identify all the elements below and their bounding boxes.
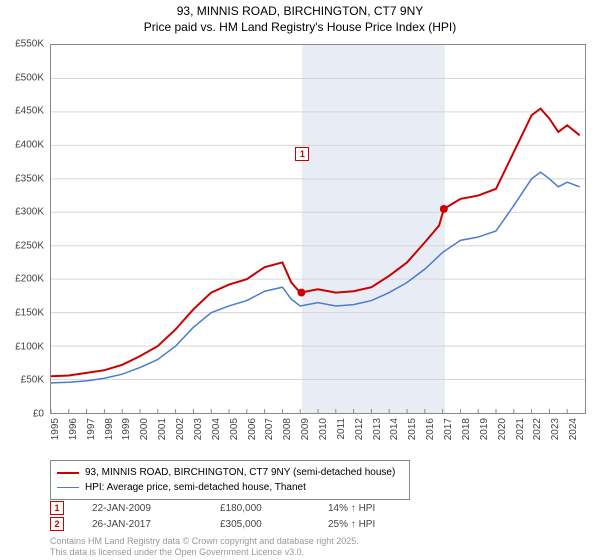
chart-container: 93, MINNIS ROAD, BIRCHINGTON, CT7 9NY Pr… [0,0,600,560]
x-tick-label: 2012 [354,418,365,440]
series-line [51,172,580,383]
x-tick-label: 2021 [515,418,526,440]
y-axis: £0£50K£100K£150K£200K£250K£300K£350K£400… [0,44,48,414]
marker-id-box: 2 [50,517,64,531]
x-tick-label: 2016 [425,418,436,440]
y-tick-label: £550K [15,39,44,50]
x-tick-label: 2008 [282,418,293,440]
x-tick-label: 1999 [121,418,132,440]
y-tick-label: £0 [33,409,44,420]
sale-marker-dot [297,289,305,297]
x-tick-label: 2018 [461,418,472,440]
legend-item: 93, MINNIS ROAD, BIRCHINGTON, CT7 9NY (s… [57,465,403,480]
y-tick-label: £450K [15,106,44,117]
sale-marker-dot [440,205,448,213]
y-tick-label: £300K [15,207,44,218]
x-tick-label: 2022 [532,418,543,440]
x-tick-label: 2023 [550,418,561,440]
y-tick-label: £500K [15,72,44,83]
y-tick-label: £150K [15,308,44,319]
x-tick-label: 2020 [497,418,508,440]
y-tick-label: £250K [15,240,44,251]
x-tick-label: 2003 [193,418,204,440]
y-tick-label: £350K [15,173,44,184]
legend-label: HPI: Average price, semi-detached house,… [85,480,306,495]
x-tick-label: 2002 [175,418,186,440]
x-tick-label: 2019 [479,418,490,440]
series-line [51,109,580,377]
legend-item: HPI: Average price, semi-detached house,… [57,480,403,495]
legend-swatch [57,487,79,488]
x-tick-label: 2009 [300,418,311,440]
marker-table-row: 2 26-JAN-2017 £305,000 25% ↑ HPI [50,516,586,532]
x-tick-label: 2011 [336,418,347,440]
footer-line1: Contains HM Land Registry data © Crown c… [50,536,359,547]
x-tick-label: 2007 [264,418,275,440]
x-tick-label: 2010 [318,418,329,440]
x-tick-label: 2015 [407,418,418,440]
legend: 93, MINNIS ROAD, BIRCHINGTON, CT7 9NY (s… [50,460,410,500]
sale-marker-callout: 1 [295,147,309,161]
title-line1: 93, MINNIS ROAD, BIRCHINGTON, CT7 9NY [0,4,600,20]
footer-line2: This data is licensed under the Open Gov… [50,547,359,558]
marker-table: 1 22-JAN-2009 £180,000 14% ↑ HPI 2 26-JAN-201… [50,500,586,532]
x-axis: 1995 1996 1997 1998 1999 2000 2001 2002 2003 2004… [50,416,586,456]
footer-attribution: Contains HM Land Registry data © Crown c… [50,536,359,558]
marker-pct: 25% ↑ HPI [328,519,408,530]
marker-id-box: 1 [50,501,64,515]
x-tick-label: 2001 [157,418,168,440]
plot-area: 12 [50,44,586,414]
y-tick-label: £200K [15,274,44,285]
y-tick-label: £100K [15,341,44,352]
marker-date: 22-JAN-2009 [92,503,192,514]
title-line2: Price paid vs. HM Land Registry's House … [0,20,600,36]
x-tick-label: 2024 [568,418,579,440]
plot-svg [51,45,585,413]
x-tick-label: 1997 [86,418,97,440]
x-tick-label: 2017 [443,418,454,440]
y-tick-label: £50K [21,375,44,386]
x-tick-label: 2005 [229,418,240,440]
legend-label: 93, MINNIS ROAD, BIRCHINGTON, CT7 9NY (s… [85,465,395,480]
x-tick-label: 2000 [139,418,150,440]
marker-price: £180,000 [220,503,300,514]
marker-pct: 14% ↑ HPI [328,503,408,514]
x-tick-label: 2006 [247,418,258,440]
y-tick-label: £400K [15,139,44,150]
x-tick-label: 2013 [372,418,383,440]
chart-title: 93, MINNIS ROAD, BIRCHINGTON, CT7 9NY Pr… [0,0,600,35]
x-tick-label: 1998 [104,418,115,440]
x-tick-label: 2004 [211,418,222,440]
x-tick-label: 1996 [68,418,79,440]
legend-swatch [57,472,79,474]
marker-table-row: 1 22-JAN-2009 £180,000 14% ↑ HPI [50,500,586,516]
marker-price: £305,000 [220,519,300,530]
marker-date: 26-JAN-2017 [92,519,192,530]
x-tick-label: 2014 [389,418,400,440]
x-tick-label: 1995 [50,418,61,440]
